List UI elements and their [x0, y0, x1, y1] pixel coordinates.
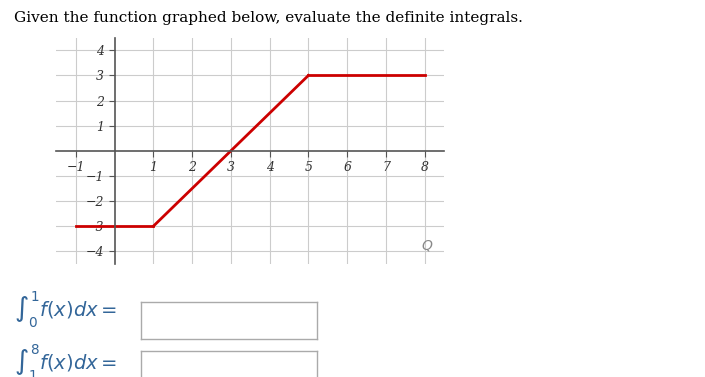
Text: $\int_1^8 f(x)dx=$: $\int_1^8 f(x)dx=$: [14, 343, 117, 377]
Text: Given the function graphed below, evaluate the definite integrals.: Given the function graphed below, evalua…: [14, 11, 523, 25]
Text: $\int_0^1 f(x)dx=$: $\int_0^1 f(x)dx=$: [14, 290, 117, 331]
Text: Q: Q: [422, 239, 433, 253]
